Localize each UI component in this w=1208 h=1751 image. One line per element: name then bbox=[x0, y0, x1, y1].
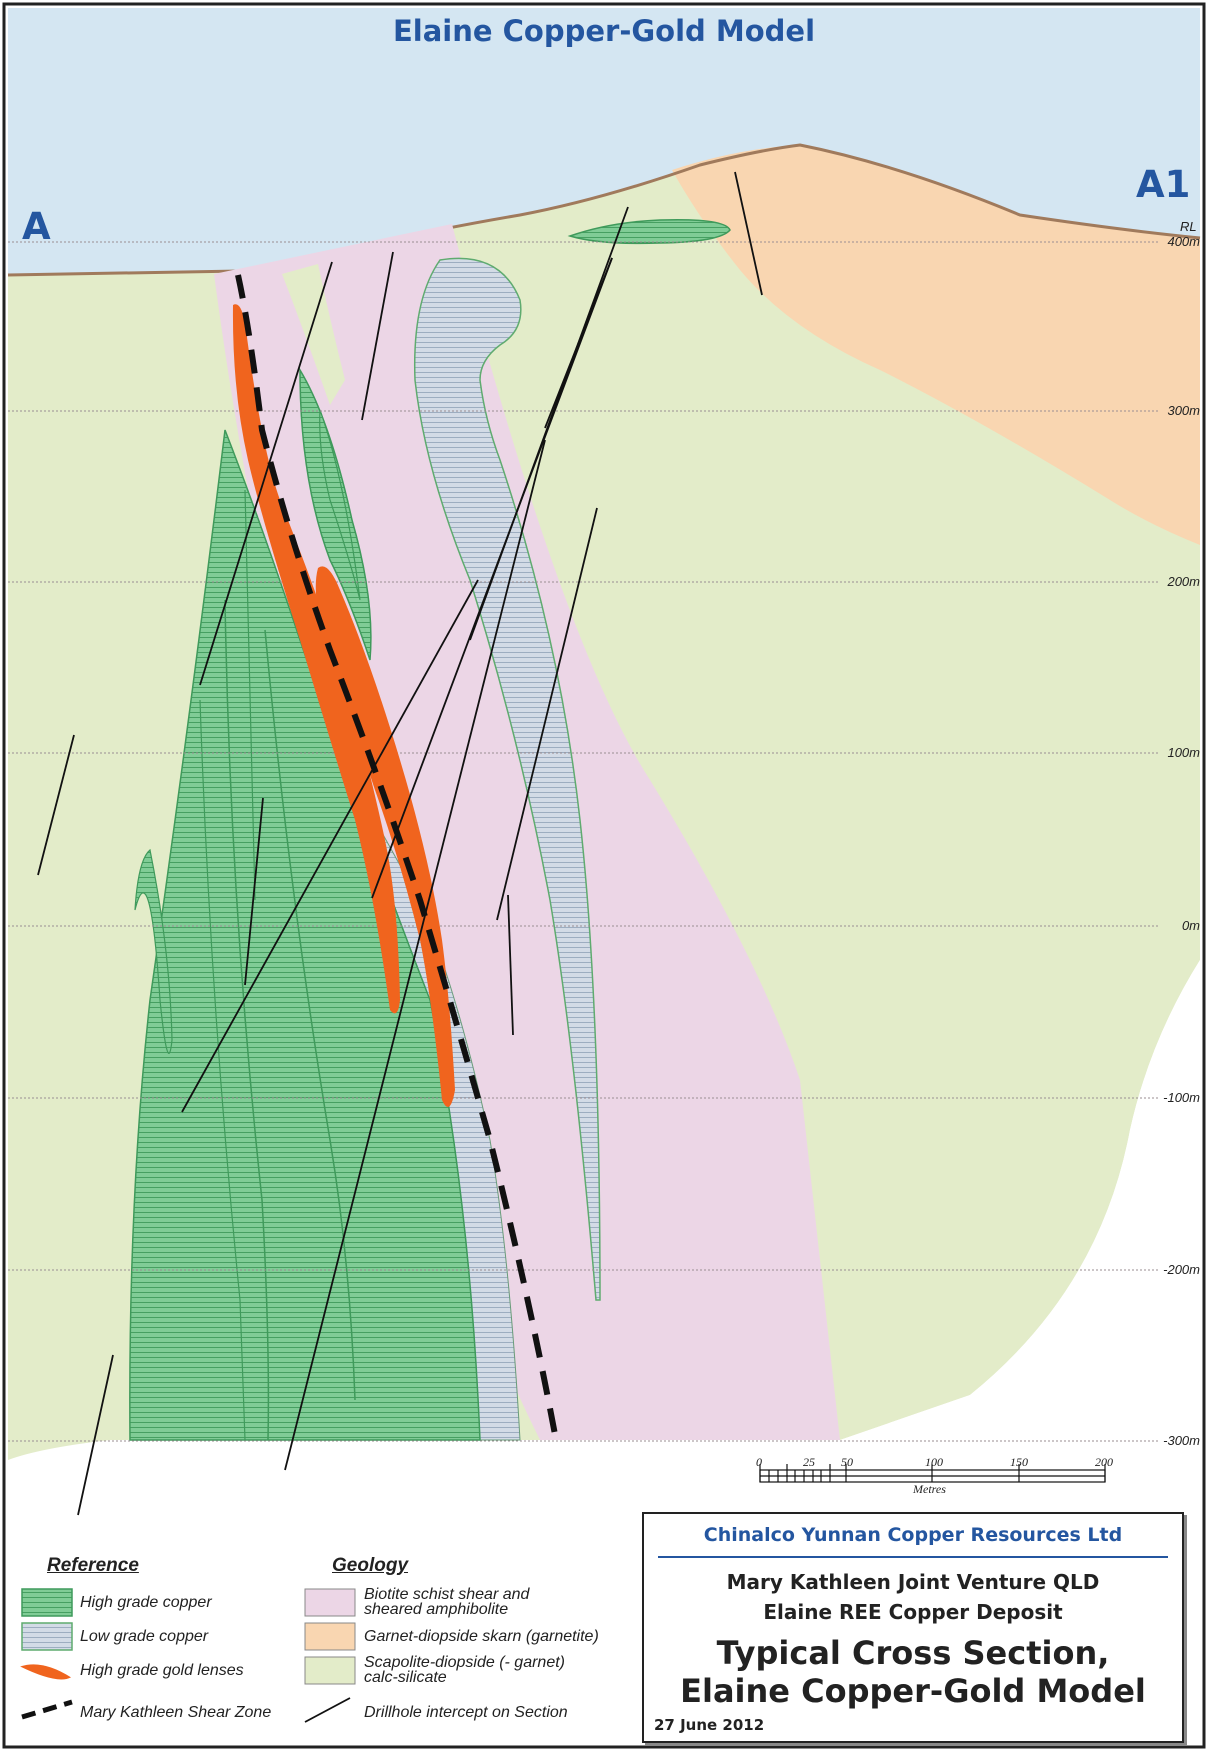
schist-wedge bbox=[282, 264, 345, 405]
legend-item-label: Low grade copper bbox=[80, 1628, 209, 1645]
section-title-line2: Elaine Copper-Gold Model bbox=[680, 1672, 1146, 1710]
elevation-tick-label: 100m bbox=[1167, 745, 1200, 760]
section-end-label: A1 bbox=[1136, 163, 1191, 206]
elevation-gridlines bbox=[8, 241, 1160, 1442]
swatch-biotite-schist bbox=[304, 1588, 356, 1617]
garnetite-skarn-unit bbox=[672, 145, 1200, 545]
scale-tick-label: 100 bbox=[925, 1455, 943, 1469]
legend-item-label: Biotite schist shear and bbox=[364, 1586, 530, 1603]
drillhole-trace bbox=[181, 579, 479, 1113]
scale-unit-label: Metres bbox=[913, 1482, 946, 1496]
elevation-tick-label: -100m bbox=[1163, 1090, 1200, 1105]
drillhole-trace bbox=[199, 261, 333, 686]
elevation-tick-label: 400m bbox=[1167, 234, 1200, 249]
section-title-line1: Typical Cross Section, bbox=[716, 1634, 1110, 1672]
unmodelled-area bbox=[840, 960, 1200, 1440]
drillhole-trace bbox=[77, 1354, 114, 1516]
joint-venture-name: Mary Kathleen Joint Venture QLD bbox=[726, 1570, 1100, 1594]
title-block: Chinalco Yunnan Copper Resources Ltd Mar… bbox=[642, 1512, 1184, 1743]
legend-item-label: High grade copper bbox=[80, 1594, 212, 1611]
copper-lens-boundary bbox=[199, 699, 246, 1441]
drillhole-trace bbox=[244, 797, 264, 986]
scale-tick-label: 50 bbox=[841, 1455, 853, 1469]
legend-item-label: Scapolite-diopside (- garnet) bbox=[364, 1654, 565, 1671]
scale-tick-label: 200 bbox=[1095, 1455, 1113, 1469]
diagram-title: Elaine Copper-Gold Model bbox=[392, 14, 816, 48]
swatch-garnetite-skarn bbox=[304, 1622, 356, 1651]
elevation-tick-label: 300m bbox=[1167, 403, 1200, 418]
swatch-gold-lens bbox=[20, 1664, 72, 1680]
elevation-tick-label: -300m bbox=[1163, 1433, 1200, 1448]
high-grade-copper-lens-3 bbox=[319, 409, 361, 601]
biotite-schist-unit bbox=[214, 224, 840, 1440]
drillhole-trace bbox=[371, 257, 613, 899]
legend-geology-heading: Geology bbox=[332, 1555, 409, 1576]
swatch-low-grade-copper bbox=[21, 1622, 73, 1651]
drillhole-trace bbox=[734, 171, 763, 296]
rl-axis-label: RL bbox=[1180, 219, 1197, 234]
copper-lens-boundary bbox=[264, 629, 356, 1401]
legend-reference-heading: Reference bbox=[47, 1555, 139, 1576]
drillhole-trace bbox=[37, 734, 75, 876]
copper-lens-boundary bbox=[224, 599, 270, 1441]
low-grade-copper-tongue bbox=[413, 257, 601, 1301]
legend-item-label: calc-silicate bbox=[364, 1669, 447, 1686]
mary-kathleen-shear-zone bbox=[235, 274, 559, 1441]
scale-bar bbox=[759, 1464, 1106, 1483]
legend-item-label: Garnet-diopside skarn (garnetite) bbox=[364, 1628, 599, 1645]
scale-tick-label: 150 bbox=[1010, 1455, 1028, 1469]
high-grade-copper-lens-4 bbox=[134, 848, 173, 1054]
gold-lens-2 bbox=[315, 566, 455, 1108]
legend-item-label: sheared amphibolite bbox=[364, 1601, 509, 1618]
scale-tick-label: 25 bbox=[803, 1455, 815, 1469]
elevation-tick-label: 0m bbox=[1181, 918, 1200, 933]
scale-tick-label: 0 bbox=[756, 1455, 762, 1469]
deposit-name: Elaine REE Copper Deposit bbox=[763, 1600, 1063, 1624]
copper-lens-boundary bbox=[244, 489, 256, 901]
legend-item-label: Mary Kathleen Shear Zone bbox=[80, 1704, 272, 1721]
drillhole-trace bbox=[284, 439, 546, 1471]
legend-item-label: High grade gold lenses bbox=[80, 1662, 244, 1679]
swatch-shear-zone bbox=[21, 1699, 73, 1720]
swatch-calc-silicate bbox=[304, 1656, 356, 1685]
drillholes bbox=[37, 171, 763, 1516]
drillhole-trace bbox=[507, 894, 514, 1036]
legend-item-label: Drillhole intercept on Section bbox=[364, 1704, 568, 1721]
elevation-tick-label: -200m bbox=[1163, 1262, 1200, 1277]
swatch-drillhole bbox=[304, 1697, 351, 1723]
gold-lens-1 bbox=[232, 304, 400, 1014]
section-start-label: A bbox=[22, 205, 51, 248]
swatch-high-grade-copper bbox=[21, 1588, 73, 1617]
elevation-tick-label: 200m bbox=[1167, 574, 1200, 589]
company-name: Chinalco Yunnan Copper Resources Ltd bbox=[703, 1524, 1123, 1546]
title-block-rule bbox=[658, 1556, 1168, 1558]
legend-swatches bbox=[20, 1588, 356, 1723]
high-grade-copper-surface-lens bbox=[567, 218, 731, 245]
drillhole-trace bbox=[496, 507, 598, 921]
drillhole-trace bbox=[361, 251, 394, 421]
issue-date: 27 June 2012 bbox=[654, 1716, 765, 1734]
